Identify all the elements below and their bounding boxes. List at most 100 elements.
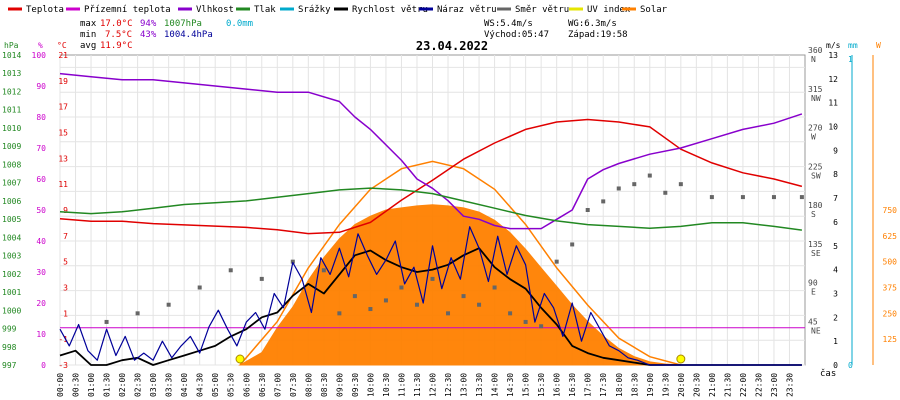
legend-label: Rychlost větru: [352, 5, 428, 15]
series-line-rychlost-v-tru: [59, 247, 802, 366]
x-tick-label: 01:00: [87, 373, 96, 397]
wind-direction-point: [337, 311, 342, 316]
wind-direction-point: [570, 242, 575, 247]
x-tick-label: 02:30: [134, 373, 143, 397]
axis-label-percent: %: [38, 41, 43, 50]
x-tick-label: 02:00: [118, 373, 127, 397]
sunrise-info: Východ:05:47: [484, 30, 549, 40]
stats-min-label: min: [80, 30, 96, 40]
wind-direction-point: [678, 182, 683, 187]
celsius-tick-label: 7: [63, 232, 68, 241]
x-tick-label: 17:30: [599, 373, 608, 397]
wind-direction-point: [383, 298, 388, 303]
x-tick-label: 19:00: [646, 373, 655, 397]
wind-direction-point: [414, 302, 419, 307]
x-tick-label: 08:00: [304, 373, 313, 397]
celsius-tick-label: 21: [58, 51, 68, 60]
direction-tick-deg: 90: [808, 279, 818, 288]
percent-tick-label: 20: [36, 299, 46, 308]
x-tick-label: 15:00: [522, 373, 531, 397]
hpa-tick-label: 1012: [2, 87, 21, 96]
hpa-tick-label: 1014: [2, 51, 21, 60]
x-tick-label: 04:00: [180, 373, 189, 397]
x-tick-label: 14:00: [491, 373, 500, 397]
legend-label: UV index: [587, 5, 631, 15]
wind-direction-point: [104, 319, 109, 324]
wind-direction-point: [446, 311, 451, 316]
direction-tick-dir: W: [811, 133, 816, 142]
stats-max-hum: 94%: [140, 19, 157, 29]
direction-tick-deg: 135: [808, 240, 823, 249]
wind-direction-point: [321, 268, 326, 273]
direction-tick-dir: SW: [811, 171, 821, 180]
x-tick-label: 23:00: [770, 373, 779, 397]
x-tick-label: 03:30: [165, 373, 174, 397]
hpa-tick-label: 1000: [2, 306, 21, 315]
ms-tick-label: 7: [833, 194, 838, 203]
x-tick-label: 10:00: [366, 373, 375, 397]
wind-direction-point: [632, 182, 637, 187]
ms-tick-label: 2: [833, 313, 838, 322]
hpa-tick-label: 1005: [2, 215, 21, 224]
ms-tick-label: 0: [833, 361, 838, 370]
percent-tick-label: 70: [36, 144, 46, 153]
sunset-marker: [676, 354, 686, 364]
wind-direction-point: [539, 324, 544, 329]
wind-direction-point: [290, 259, 295, 264]
celsius-tick-label: -3: [58, 361, 68, 370]
ms-tick-label: 6: [833, 218, 838, 227]
wind-direction-point: [771, 195, 776, 200]
wind-direction-point: [709, 195, 714, 200]
x-tick-label: 06:00: [242, 373, 251, 397]
series-line-vlhkost: [59, 72, 803, 230]
x-tick-label: 23:30: [785, 373, 794, 397]
wind-direction-point: [430, 276, 435, 281]
w-tick-label: 250: [883, 309, 898, 318]
wind-direction-point: [259, 276, 264, 281]
series-line-tlak: [59, 187, 802, 231]
x-tick-label: 16:00: [553, 373, 562, 397]
hpa-tick-label: 1004: [2, 233, 21, 242]
hpa-tick-label: 1009: [2, 142, 21, 151]
x-tick-label: 00:00: [56, 373, 65, 397]
celsius-tick-label: -1: [58, 335, 68, 344]
direction-tick-dir: NW: [811, 94, 821, 103]
sunset-info: Západ:19:58: [568, 30, 628, 40]
hpa-tick-label: 998: [2, 343, 17, 352]
stats-min-press: 1004.4hPa: [164, 30, 213, 40]
wind-info: WS:5.4m/s WG:6.3m/s Východ:05:47 Západ:1…: [484, 19, 628, 40]
wind-direction-point: [492, 285, 497, 290]
legend-label: Směr větru: [515, 5, 569, 15]
axes: 00:00 00:30 01:00 01:30 02:00 02:30 03:00 03:30…: [2, 41, 897, 397]
ms-tick-label: 9: [833, 146, 838, 155]
x-tick-label: 13:00: [460, 373, 469, 397]
axis-label-celsius: °C: [57, 41, 67, 50]
wind-direction-point: [368, 307, 373, 312]
percent-tick-label: 90: [36, 82, 46, 91]
x-tick-label: 06:30: [258, 373, 267, 397]
percent-tick-label: 40: [36, 237, 46, 246]
direction-tick-deg: 180: [808, 201, 823, 210]
x-tick-label: 12:30: [444, 373, 453, 397]
celsius-tick-label: 5: [63, 258, 68, 267]
hpa-tick-label: 1010: [2, 124, 21, 133]
hpa-tick-label: 1003: [2, 252, 21, 261]
w-tick-label: 375: [883, 284, 898, 293]
x-tick-label: 11:00: [397, 373, 406, 397]
ms-tick-label: 8: [833, 170, 838, 179]
w-tick-label: 500: [883, 258, 898, 267]
ms-tick-label: 4: [833, 266, 838, 275]
hpa-tick-label: 1013: [2, 69, 21, 78]
x-tick-label: 07:30: [289, 373, 298, 397]
percent-tick-label: 80: [36, 113, 46, 122]
w-tick-label: 750: [883, 206, 898, 215]
x-tick-label: 07:00: [273, 373, 282, 397]
celsius-tick-label: 9: [63, 206, 68, 215]
x-tick-label: 20:00: [677, 373, 686, 397]
direction-tick-deg: 360: [808, 46, 823, 55]
direction-tick-dir: NE: [811, 326, 821, 335]
celsius-tick-label: 19: [58, 77, 68, 86]
legend-label: Teplota: [26, 5, 64, 15]
legend-label: Solar: [640, 5, 668, 15]
